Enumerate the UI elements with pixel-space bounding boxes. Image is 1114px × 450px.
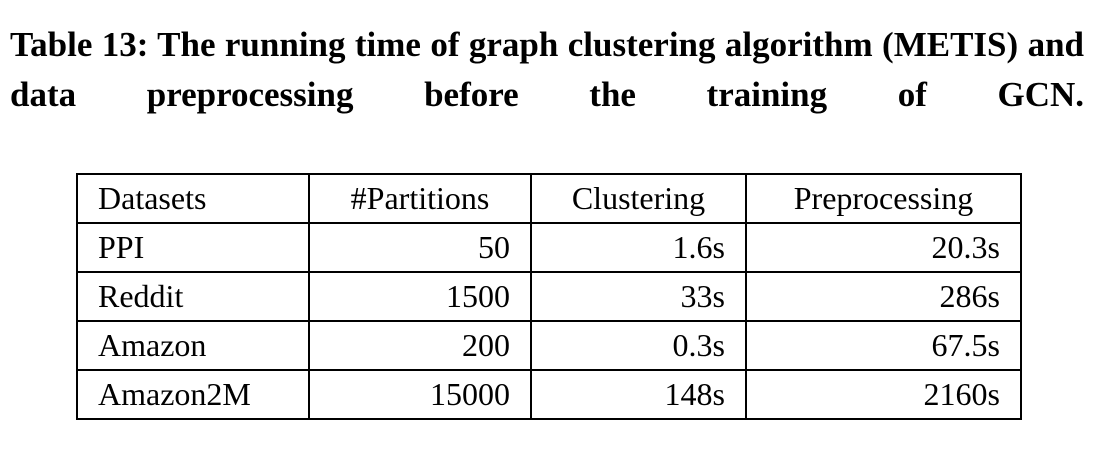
data-table: Datasets #Partitions Clustering Preprocessi…	[76, 173, 1022, 420]
table-caption: Table 13: The running time of graph clus…	[10, 25, 1084, 114]
table-cell: Amazon2M	[76, 369, 310, 420]
table-cell: 67.5s	[745, 320, 1022, 371]
table-cell: 1.6s	[530, 222, 747, 273]
table-cell: 15000	[308, 369, 532, 420]
table-cell: Amazon	[76, 320, 310, 371]
table-cell: 148s	[530, 369, 747, 420]
header-cell: Clustering	[530, 173, 747, 224]
table-cell: 33s	[530, 271, 747, 322]
table-cell: 1500	[308, 271, 532, 322]
table-cell: 50	[308, 222, 532, 273]
table-cell: PPI	[76, 222, 310, 273]
table-cell: 286s	[745, 271, 1022, 322]
table-cell: 20.3s	[745, 222, 1022, 273]
header-cell: #Partitions	[308, 173, 532, 224]
table-row: Amazon2M 15000 148s 2160s	[76, 369, 1022, 420]
table-row: PPI 50 1.6s 20.3s	[76, 222, 1022, 273]
table-cell: 2160s	[745, 369, 1022, 420]
header-cell: Preprocessing	[745, 173, 1022, 224]
table-cell: 0.3s	[530, 320, 747, 371]
table-cell: Reddit	[76, 271, 310, 322]
header-cell: Datasets	[76, 173, 310, 224]
header-row: Datasets #Partitions Clustering Preprocessi…	[76, 173, 1022, 224]
table-cell: 200	[308, 320, 532, 371]
table-row: Reddit 1500 33s 286s	[76, 271, 1022, 322]
table-row: Amazon 200 0.3s 67.5s	[76, 320, 1022, 371]
